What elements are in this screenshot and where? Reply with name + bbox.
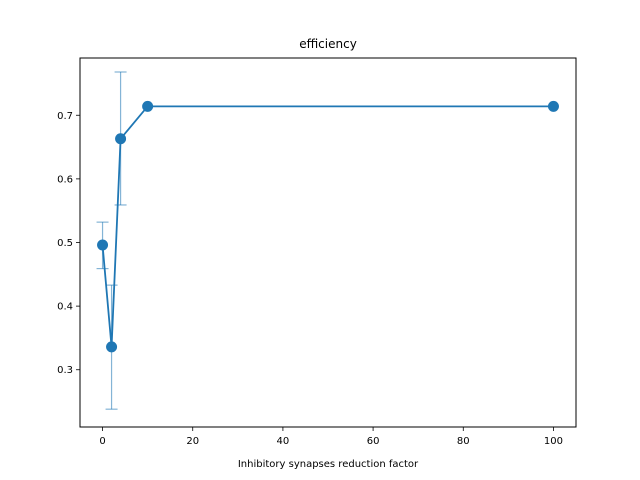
data-point: [106, 341, 118, 353]
x-tick-label: 20: [186, 436, 199, 447]
data-point: [97, 239, 109, 251]
x-tick-label: 0: [99, 436, 105, 447]
y-tick-label: 0.7: [57, 111, 73, 122]
x-tick-label: 100: [544, 436, 563, 447]
data-point: [142, 100, 154, 112]
x-tick-label: 60: [367, 436, 380, 447]
data-point: [547, 100, 559, 112]
y-tick-label: 0.4: [57, 302, 73, 313]
x-tick-label: 40: [277, 436, 290, 447]
chart-title: efficiency: [299, 37, 357, 51]
plot-area: 0 20 40 60 80 100 0.3 0.4 0.5 0.6 0.7: [57, 71, 563, 447]
y-tick-label: 0.6: [57, 174, 73, 185]
data-point: [115, 133, 127, 145]
y-tick-label: 0.5: [57, 238, 73, 249]
axes-frame: [79, 57, 577, 428]
x-axis-label: Inhibitory synapses reduction factor: [238, 459, 419, 470]
y-tick-label: 0.3: [57, 365, 73, 376]
x-tick-label: 80: [457, 436, 470, 447]
